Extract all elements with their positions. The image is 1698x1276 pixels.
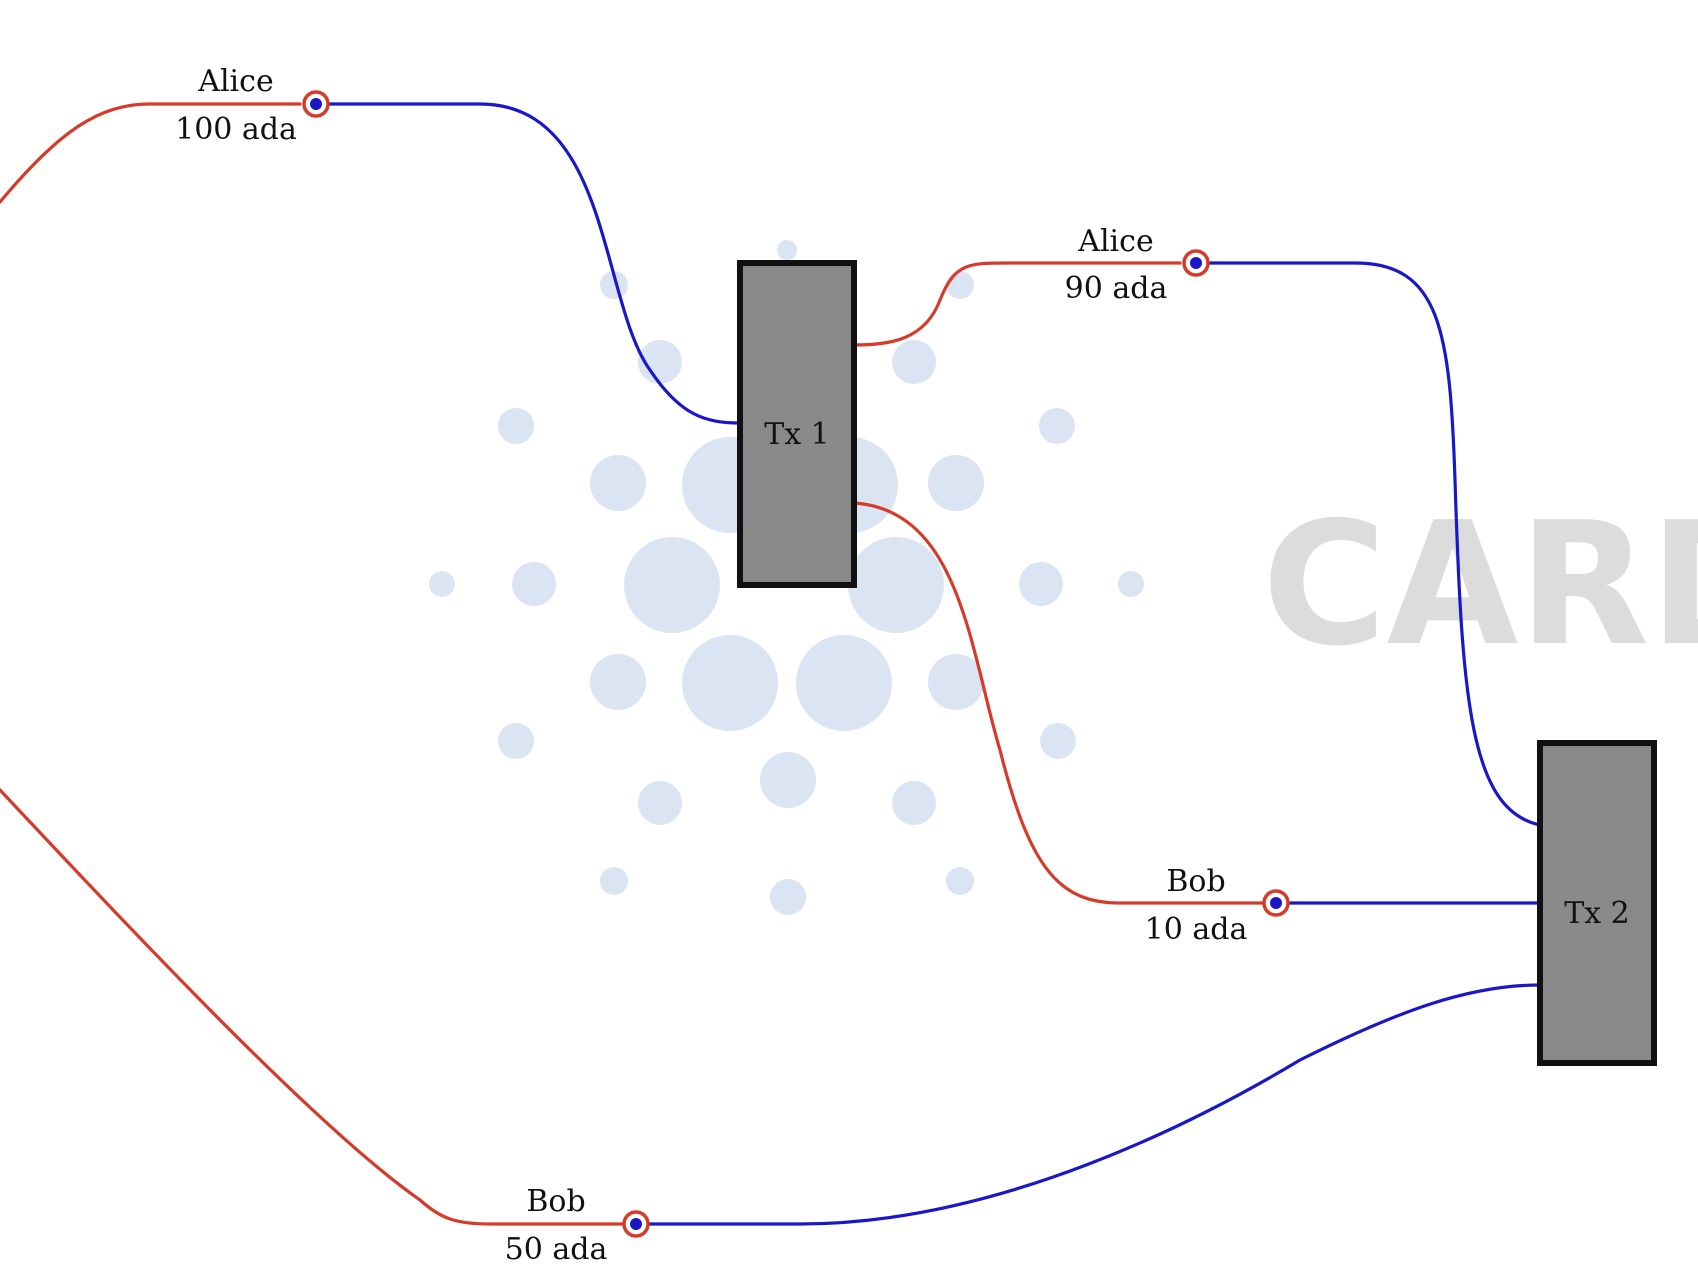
- tx-2[interactable]: Tx 2: [1537, 740, 1657, 1066]
- wire-tx1-to-bob-10: [852, 501, 1267, 905]
- watermark-dot: [928, 455, 984, 511]
- utxo-bob-50[interactable]: Bob 50 ada: [505, 1184, 650, 1267]
- tx-1[interactable]: Tx 1: [737, 260, 857, 588]
- watermark-dot: [760, 752, 816, 808]
- utxo-alice-100-owner: Alice: [197, 64, 273, 99]
- utxo-alice-90-owner: Alice: [1077, 224, 1153, 259]
- wire-alice-100-output: [0, 102, 302, 204]
- utxo-bob-10[interactable]: Bob 10 ada: [1145, 864, 1290, 947]
- wire-bob-50-to-tx2: [639, 983, 1542, 1226]
- tx-2-box: [1537, 740, 1657, 1066]
- watermark-dot: [1039, 408, 1075, 444]
- utxo-alice-90[interactable]: Alice 90 ada: [1065, 224, 1210, 306]
- watermark-dot: [848, 537, 944, 633]
- watermark-dot: [638, 781, 682, 825]
- watermark-dot: [1040, 723, 1076, 759]
- wire-alice-90-to-tx2: [1194, 261, 1542, 827]
- watermark-dot: [590, 654, 646, 710]
- utxo-alice-100-amount: 100 ada: [175, 112, 297, 147]
- watermark-dot: [429, 571, 455, 597]
- tx-2-label: Tx 2: [1564, 896, 1630, 931]
- watermark-dot: [770, 879, 806, 915]
- tx-1-label: Tx 1: [764, 417, 830, 452]
- wire-tx1-to-alice-90: [852, 261, 1182, 347]
- utxo-alice-100[interactable]: Alice 100 ada: [175, 64, 330, 147]
- wire-alice-100-to-tx1: [314, 102, 742, 425]
- watermark-dot: [946, 867, 974, 895]
- watermark-dot: [498, 408, 534, 444]
- utxo-bob-50-owner: Bob: [526, 1184, 585, 1219]
- cardano-logo-icon: [429, 240, 1144, 915]
- watermark-dot: [1118, 571, 1144, 597]
- watermark-dot: [892, 340, 936, 384]
- utxo-bob-50-amount: 50 ada: [505, 1232, 608, 1267]
- utxo-bob-10-amount: 10 ada: [1145, 912, 1248, 947]
- utxo-bob-10-dot: [1270, 897, 1282, 909]
- watermark-dot: [600, 867, 628, 895]
- tx-1-box: [737, 260, 857, 588]
- utxo-bob-50-dot: [630, 1218, 642, 1230]
- utxo-alice-90-dot: [1190, 257, 1202, 269]
- wire-bob-50-output: [0, 788, 627, 1226]
- watermark-dot: [512, 562, 556, 606]
- watermark-dot: [946, 271, 974, 299]
- watermark-dot: [590, 455, 646, 511]
- utxo-bob-10-owner: Bob: [1166, 864, 1225, 899]
- watermark-dot: [600, 271, 628, 299]
- watermark-dot: [928, 654, 984, 710]
- watermark-dot: [638, 340, 682, 384]
- watermark-dot: [777, 240, 797, 260]
- watermark-dot: [498, 723, 534, 759]
- utxo-alice-90-amount: 90 ada: [1065, 271, 1168, 306]
- watermark-dot: [796, 635, 892, 731]
- watermark-dot: [1019, 562, 1063, 606]
- watermark-dot: [682, 635, 778, 731]
- wires: [0, 102, 1542, 1226]
- watermark-text: CARD: [1262, 486, 1698, 684]
- watermark-dot: [892, 781, 936, 825]
- utxo-alice-100-dot: [310, 98, 322, 110]
- watermark-dot: [624, 537, 720, 633]
